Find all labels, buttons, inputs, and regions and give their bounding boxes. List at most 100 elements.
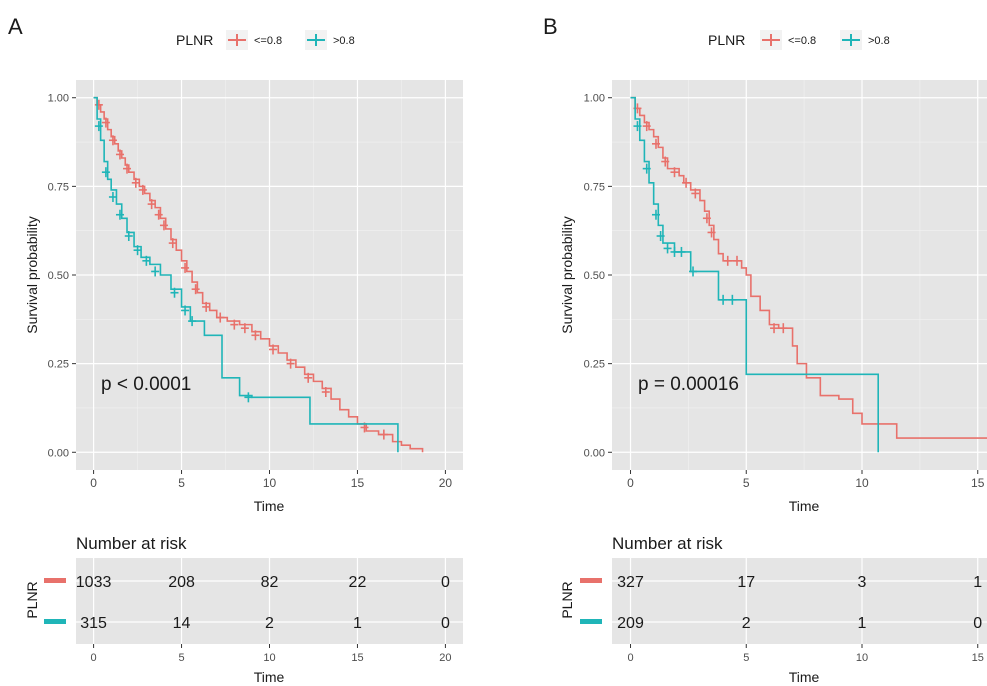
- x-axis-ticks: 0 5 10 15: [627, 470, 985, 490]
- risk-cell-low: 0: [441, 574, 450, 591]
- plot-grid: [76, 80, 463, 470]
- censor-mark: [269, 344, 278, 355]
- x-tick-label: 5: [743, 476, 750, 490]
- risk-table-cells: 1033 208 82 22 0 315 14 2 1 0: [76, 574, 450, 632]
- y-axis-title: Survival probability: [559, 216, 575, 334]
- censor-mark: [191, 284, 200, 295]
- censor-mark: [147, 199, 156, 210]
- censor-mark: [131, 177, 140, 188]
- risk-cell-high: 1: [353, 615, 362, 632]
- risk-key-high: [580, 619, 602, 624]
- plot-series: [630, 96, 987, 453]
- risk-x-tick-label: 5: [178, 652, 184, 664]
- censor-mark: [124, 231, 133, 241]
- risk-x-tick-label: 10: [263, 652, 275, 664]
- x-tick-label: 15: [351, 476, 365, 490]
- x-tick-label: 5: [178, 476, 185, 490]
- censor-mark: [244, 392, 253, 403]
- legend-label-low: <=0.8: [254, 35, 282, 47]
- censor-mark: [663, 243, 672, 254]
- censor-mark: [733, 255, 741, 266]
- censor-mark: [108, 135, 117, 146]
- risk-cell-high: 2: [265, 615, 274, 632]
- censor-mark: [138, 184, 147, 195]
- risk-cell-high: 1: [858, 615, 867, 632]
- censor-mark: [728, 294, 737, 305]
- x-axis-title: Time: [789, 498, 820, 514]
- censor-mark: [779, 323, 788, 334]
- risk-key-low: [44, 578, 66, 583]
- risk-cell-low: 327: [617, 574, 644, 591]
- censor-mark: [689, 266, 698, 277]
- legend: PLNR <=0.8 >0.8: [708, 30, 890, 50]
- y-tick-label: 0.00: [584, 447, 605, 459]
- censor-mark: [691, 188, 700, 199]
- y-axis-ticks: 0.00 0.25 0.50 0.75 1.00: [584, 93, 612, 459]
- censor-mark: [101, 117, 110, 128]
- risk-table-background: [612, 558, 987, 644]
- risk-cell-low: 3: [858, 574, 867, 591]
- panel-a: A PLNR <=0.8 >0.8 0.00 0.25 0.50 0.75 1.00 0…: [8, 14, 463, 685]
- censor-mark: [94, 121, 103, 132]
- censor-mark: [707, 227, 716, 238]
- y-tick-label: 0.25: [48, 359, 69, 371]
- legend-label-high: >0.8: [868, 35, 890, 47]
- km-curve-low: [630, 96, 987, 439]
- censor-mark: [642, 163, 651, 174]
- p-value: p = 0.00016: [638, 374, 739, 395]
- legend-title: PLNR: [176, 32, 213, 48]
- y-tick-label: 0.50: [584, 270, 605, 282]
- risk-cell-high: 209: [617, 615, 644, 632]
- censor-mark: [133, 245, 142, 256]
- censor-mark: [240, 323, 249, 334]
- censor-mark: [251, 330, 260, 341]
- risk-x-tick-label: 15: [351, 652, 363, 664]
- y-tick-label: 0.25: [584, 359, 605, 371]
- censor-mark: [181, 305, 190, 316]
- censor-mark: [633, 121, 642, 132]
- km-curve-high: [630, 96, 880, 453]
- y-tick-label: 0.75: [584, 181, 605, 193]
- censor-mark: [651, 209, 660, 220]
- risk-cell-low: 1033: [76, 574, 112, 591]
- risk-table-title: Number at risk: [612, 534, 723, 553]
- censor-mark: [123, 163, 132, 174]
- censor-mark: [108, 192, 117, 202]
- censor-mark: [101, 167, 110, 178]
- censor-mark: [670, 246, 679, 257]
- censor-mark: [321, 387, 330, 397]
- risk-cell-high: 0: [973, 615, 982, 632]
- censor-mark: [115, 149, 124, 160]
- x-tick-label: 10: [855, 476, 869, 490]
- risk-x-tick-label: 0: [627, 652, 633, 664]
- risk-cell-low: 22: [349, 574, 367, 591]
- censor-mark: [677, 246, 686, 257]
- censor-mark: [168, 238, 177, 249]
- risk-table-grid: [76, 558, 463, 644]
- x-axis-ticks: 0 5 10 15 20: [90, 470, 452, 490]
- censor-mark: [304, 372, 313, 383]
- censor-mark: [656, 231, 665, 241]
- legend-title: PLNR: [708, 32, 745, 48]
- censor-mark: [770, 323, 779, 334]
- risk-cell-high: 14: [173, 615, 191, 632]
- censor-mark: [719, 294, 728, 305]
- risk-key-low: [580, 578, 602, 583]
- risk-x-tick-label: 5: [743, 652, 749, 664]
- censor-mark: [651, 138, 660, 149]
- risk-x-tick-label: 10: [856, 652, 868, 664]
- x-tick-label: 0: [627, 476, 634, 490]
- risk-table-x-title: Time: [789, 669, 820, 685]
- panel-b: B PLNR <=0.8 >0.8 0.00 0.25 0.50 0.75 1.00 0…: [543, 14, 987, 685]
- panel-letter: A: [8, 14, 23, 39]
- risk-cell-low: 82: [261, 574, 279, 591]
- censor-mark: [170, 287, 179, 298]
- censor-mark: [202, 301, 211, 312]
- censor-mark: [188, 316, 197, 327]
- legend: PLNR <=0.8 >0.8: [176, 30, 355, 50]
- risk-key-high: [44, 619, 66, 624]
- legend-label-low: <=0.8: [788, 35, 816, 47]
- km-curve-high: [93, 96, 399, 453]
- risk-cell-low: 1: [973, 574, 982, 591]
- y-tick-label: 0.00: [48, 447, 69, 459]
